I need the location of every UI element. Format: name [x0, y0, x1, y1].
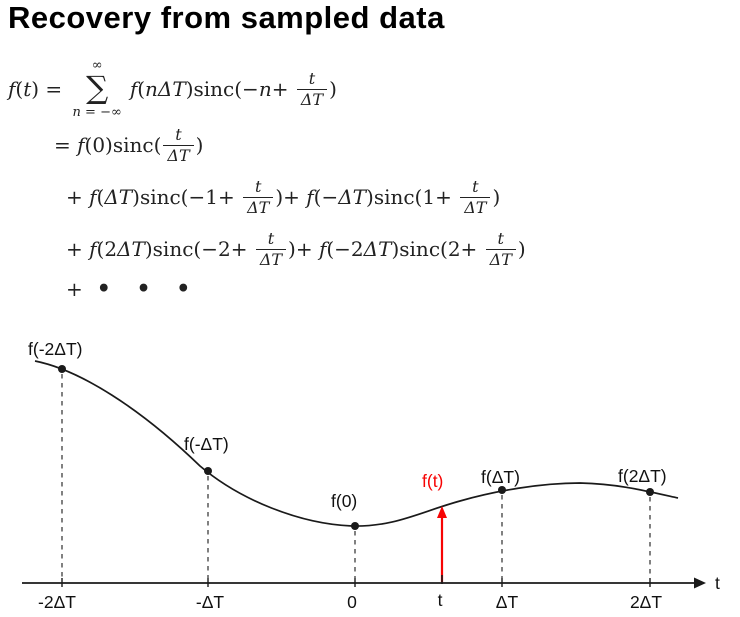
math-text: )sinc(1+ — [366, 185, 459, 209]
sample-dot — [646, 488, 654, 496]
fraction-t-over-dt: t ΔT — [460, 177, 491, 217]
sample-dot — [498, 486, 506, 494]
math-text: ) — [492, 185, 501, 209]
math-text: + — [66, 277, 83, 301]
fraction-t-over-dt: t ΔT — [255, 229, 287, 269]
math-text: = — [54, 133, 78, 157]
formula-ellipsis-line: + • • • — [66, 276, 199, 302]
math-text: )+ — [288, 237, 319, 261]
signal-curve — [34, 360, 679, 527]
sample-label: f(-ΔT) — [184, 434, 229, 454]
math-text: )sinc(− — [185, 77, 259, 101]
formula-terms-n1: + f(ΔT)sinc(−1+ t ΔT)+ f (− ΔT)sinc(1+ t ΔT) — [66, 172, 500, 222]
math-text: (0)sinc( — [84, 133, 162, 157]
sample-label: f(-2ΔT) — [28, 339, 82, 359]
axis-label: t — [715, 573, 720, 593]
math-variable: f — [89, 185, 97, 209]
highlight-tick-label: t — [438, 590, 443, 610]
math-text: ( — [15, 77, 24, 101]
math-variable: f — [89, 237, 97, 261]
math-variable: ΔT — [117, 237, 145, 261]
math-variable: n — [258, 77, 272, 101]
axis-arrowhead — [694, 577, 706, 589]
math-text: + — [66, 185, 90, 209]
sample-label: f(ΔT) — [481, 467, 520, 487]
fraction-t-over-dt: t ΔT — [296, 69, 328, 109]
sample-label: f(0) — [331, 491, 357, 511]
math-text: )sinc(−1+ — [132, 185, 242, 209]
math-text: ) — [517, 237, 526, 261]
fraction-numerator: t — [472, 177, 479, 197]
sample-dot — [204, 467, 212, 475]
math-variable: ΔT — [338, 185, 367, 209]
formula-term-n0: = f (0)sinc(t ΔT) — [54, 123, 203, 167]
fraction-denominator: ΔT — [485, 248, 516, 269]
page-title: Recovery from sampled data — [8, 0, 445, 35]
math-text: ( — [96, 185, 105, 209]
formula-interpolation-sum-definition: f(t) = ∞ ∑ n = −∞ f(nΔT)sinc(− n + t ΔT) — [8, 59, 337, 119]
math-variable: t — [23, 77, 32, 101]
math-text: ) — [195, 133, 204, 157]
sample-dot — [351, 522, 359, 530]
math-text: )+ — [275, 185, 307, 209]
math-text: (−2 — [326, 237, 364, 261]
fraction-numerator: t — [267, 229, 275, 249]
math-variable: nΔT — [145, 77, 186, 101]
fraction-numerator: t — [254, 177, 262, 197]
math-variable: f — [77, 133, 85, 157]
math-text: + — [271, 77, 295, 101]
math-text: ( — [137, 77, 146, 101]
math-text: (2 — [96, 237, 118, 261]
tick-label: -2ΔT — [38, 592, 76, 612]
fraction-numerator: t — [497, 229, 504, 249]
math-text: ) — [329, 77, 337, 101]
sigma-glyph: ∑ — [86, 70, 109, 106]
sample-label: f(2ΔT) — [618, 466, 667, 486]
sum-upper-limit: ∞ — [91, 58, 103, 73]
summation-symbol: ∞ ∑ n = −∞ — [73, 59, 122, 119]
highlight-arrowhead — [437, 506, 447, 518]
fraction-t-over-dt: t ΔT — [243, 177, 274, 217]
math-variable: f — [8, 77, 16, 101]
fraction-numerator: t — [308, 69, 316, 89]
sum-lower-limit: n = −∞ — [72, 105, 122, 120]
fraction-denominator: ΔT — [243, 196, 274, 217]
math-variable: ΔT — [104, 185, 133, 209]
tick-label: -ΔT — [196, 592, 225, 612]
math-text: )sinc(2+ — [391, 237, 484, 261]
math-text: ) = — [31, 77, 69, 101]
fraction-numerator: t — [175, 125, 182, 145]
fraction-t-over-dt: t ΔT — [163, 125, 194, 165]
math-text: )sinc(−2+ — [144, 237, 254, 261]
fraction-denominator: ΔT — [460, 196, 491, 217]
math-text: + — [66, 237, 90, 261]
fraction-denominator: ΔT — [255, 248, 287, 269]
tick-label: ΔT — [496, 592, 519, 612]
highlight-label: f(t) — [422, 471, 443, 491]
fraction-denominator: ΔT — [163, 144, 194, 165]
math-variable: ΔT — [363, 237, 392, 261]
sample-dot — [58, 365, 66, 373]
math-variable: f — [129, 77, 138, 101]
ellipsis-dots: • • • — [96, 276, 200, 302]
math-text: (− — [313, 185, 339, 209]
tick-label: 0 — [347, 592, 357, 612]
tick-label: 2ΔT — [630, 592, 662, 612]
math-variable: f — [318, 237, 327, 261]
math-variable: f — [306, 185, 314, 209]
fraction-t-over-dt: t ΔT — [485, 229, 516, 269]
fraction-denominator: ΔT — [296, 88, 328, 109]
